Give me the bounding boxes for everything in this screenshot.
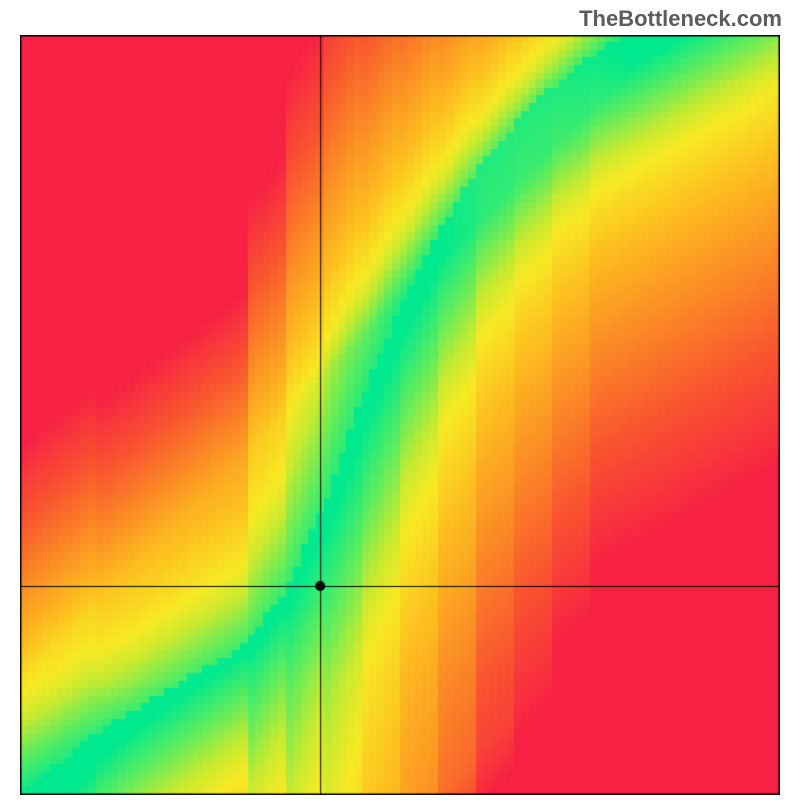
bottleneck-heatmap (20, 35, 780, 795)
watermark-text: TheBottleneck.com (579, 6, 782, 32)
